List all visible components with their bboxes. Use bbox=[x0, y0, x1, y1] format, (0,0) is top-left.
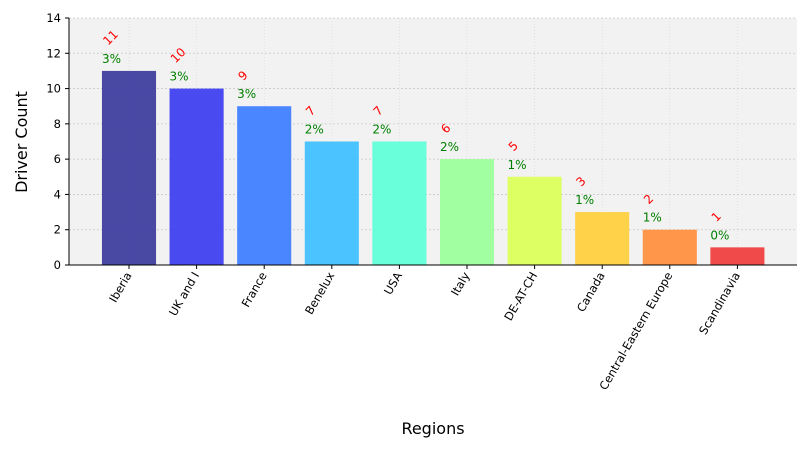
percent-label: 2% bbox=[372, 123, 391, 137]
y-tick-label: 14 bbox=[46, 11, 61, 25]
y-axis-title: Driver Count bbox=[12, 91, 31, 193]
x-tick-label: Iberia bbox=[106, 270, 134, 305]
y-ticks: 0 2 4 6 8 10 12 14 bbox=[46, 11, 69, 272]
bar bbox=[642, 229, 697, 265]
percent-label: 3% bbox=[237, 87, 256, 101]
percent-label: 2% bbox=[440, 140, 459, 154]
y-tick-label: 4 bbox=[54, 187, 61, 201]
bar bbox=[101, 70, 157, 265]
percent-label: 3% bbox=[170, 70, 189, 84]
y-tick-label: 0 bbox=[54, 258, 61, 272]
bar bbox=[710, 247, 765, 265]
bars bbox=[101, 70, 765, 265]
x-tick-label: UK and I bbox=[166, 270, 202, 319]
y-tick-label: 8 bbox=[54, 117, 61, 131]
y-tick-label: 6 bbox=[54, 152, 61, 166]
bar bbox=[575, 212, 630, 265]
percent-label: 1% bbox=[575, 193, 594, 207]
percent-label: 1% bbox=[643, 211, 662, 225]
bar bbox=[507, 176, 562, 265]
bar bbox=[304, 141, 359, 265]
y-tick-label: 10 bbox=[46, 82, 61, 96]
x-tick-label: Canada bbox=[574, 270, 608, 315]
percent-label: 1% bbox=[508, 158, 527, 172]
percent-label: 2% bbox=[305, 123, 324, 137]
bar bbox=[372, 141, 427, 265]
x-ticks: Iberia UK and I France Benelux USA Italy DE-AT… bbox=[106, 265, 743, 392]
percent-label: 0% bbox=[710, 228, 729, 242]
x-axis-title: Regions bbox=[401, 419, 464, 438]
y-tick-label: 12 bbox=[46, 46, 61, 60]
x-tick-label: DE-AT-CH bbox=[501, 270, 540, 324]
x-tick-label: France bbox=[239, 270, 270, 310]
x-tick-label: Central-Eastern Europe bbox=[596, 270, 675, 393]
bar bbox=[237, 106, 292, 265]
bar bbox=[169, 88, 224, 265]
x-tick-label: Scandinavia bbox=[696, 270, 743, 337]
percent-label: 3% bbox=[102, 52, 121, 66]
x-tick-label: Italy bbox=[448, 269, 473, 298]
x-tick-label: Benelux bbox=[302, 269, 338, 317]
bar bbox=[439, 159, 495, 265]
y-tick-label: 2 bbox=[54, 223, 61, 237]
x-tick-label: USA bbox=[381, 269, 405, 297]
